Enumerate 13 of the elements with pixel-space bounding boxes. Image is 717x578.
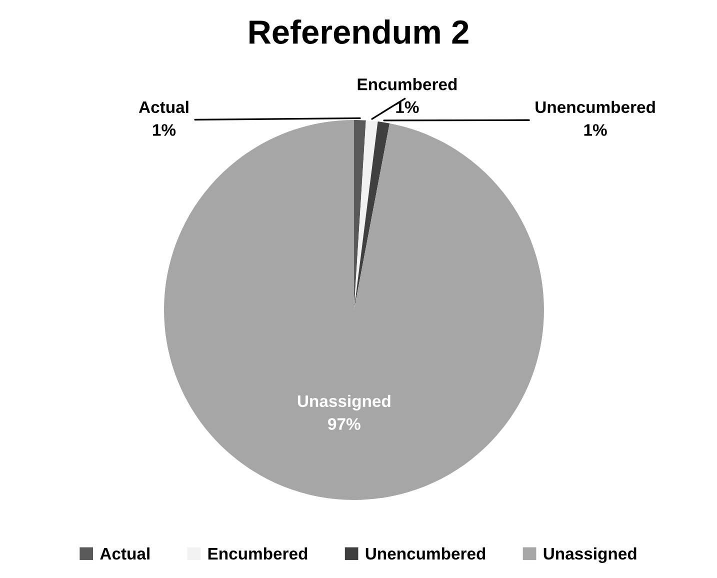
legend-label: Encumbered <box>208 547 308 560</box>
chart-title: Referendum 2 <box>250 19 468 44</box>
legend-label: Unassigned <box>544 547 636 563</box>
data-label: 97% <box>328 418 360 430</box>
data-label: 1% <box>153 124 176 136</box>
data-label: 1% <box>584 124 607 136</box>
data-label: 1% <box>396 101 419 114</box>
slice-label: Unencumbered <box>536 100 655 114</box>
slice-label: Actual <box>138 100 188 114</box>
legend-label: Unencumbered <box>366 547 486 560</box>
slice-label: Encumbered <box>358 78 457 90</box>
legend-label: Actual <box>100 547 150 560</box>
slice-label: Unassigned <box>298 394 390 410</box>
